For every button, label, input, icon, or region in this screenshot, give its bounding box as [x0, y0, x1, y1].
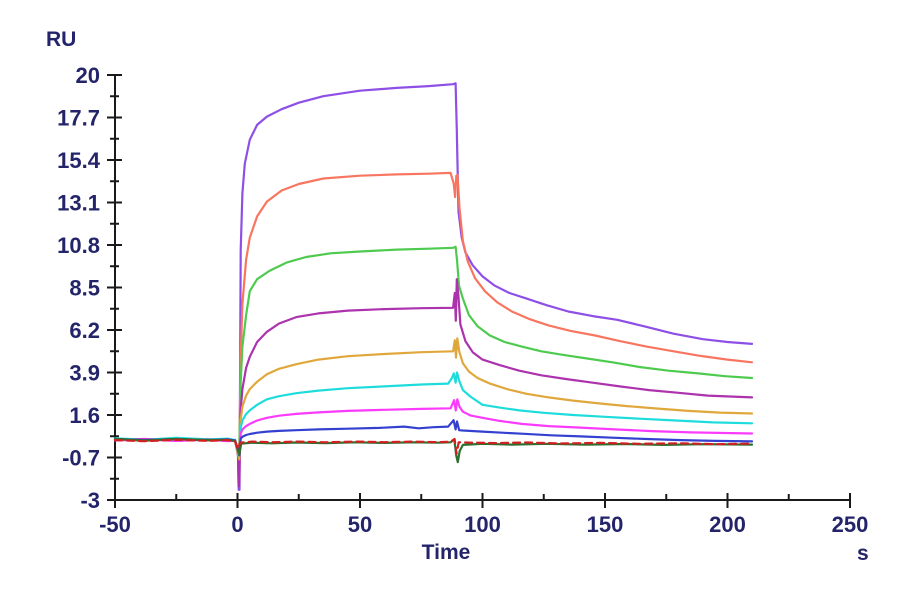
y-tick-label: -0.7	[62, 446, 100, 471]
series-blue	[113, 419, 754, 454]
y-tick-label: -3	[80, 488, 100, 513]
y-axis-unit-label: RU	[46, 28, 77, 51]
series-orchid	[113, 278, 754, 488]
y-tick-label: 15.4	[57, 148, 101, 173]
x-axis-title: Time	[421, 541, 471, 564]
y-tick-label: 13.1	[57, 191, 100, 216]
y-tick-label: 6.2	[69, 318, 100, 343]
y-tick-label: 17.7	[57, 106, 100, 131]
x-tick-label: 250	[832, 512, 869, 537]
y-tick-label: 8.5	[69, 276, 100, 301]
x-tick-label: 200	[709, 512, 746, 537]
series-violet	[113, 82, 754, 491]
series-salmon	[113, 171, 754, 460]
x-tick-label: 50	[348, 512, 372, 537]
x-tick-label: -50	[99, 512, 131, 537]
x-tick-label: 0	[231, 512, 243, 537]
y-tick-label: 3.9	[69, 361, 100, 386]
series-dark-red-dashed	[113, 437, 754, 455]
x-tick-label: 150	[587, 512, 624, 537]
x-axis-unit-label: s	[857, 542, 869, 565]
y-tick-label: 20	[76, 63, 100, 88]
x-tick-label: 100	[464, 512, 501, 537]
y-tick-label: 10.8	[57, 233, 100, 258]
y-tick-label: 1.6	[69, 403, 100, 428]
